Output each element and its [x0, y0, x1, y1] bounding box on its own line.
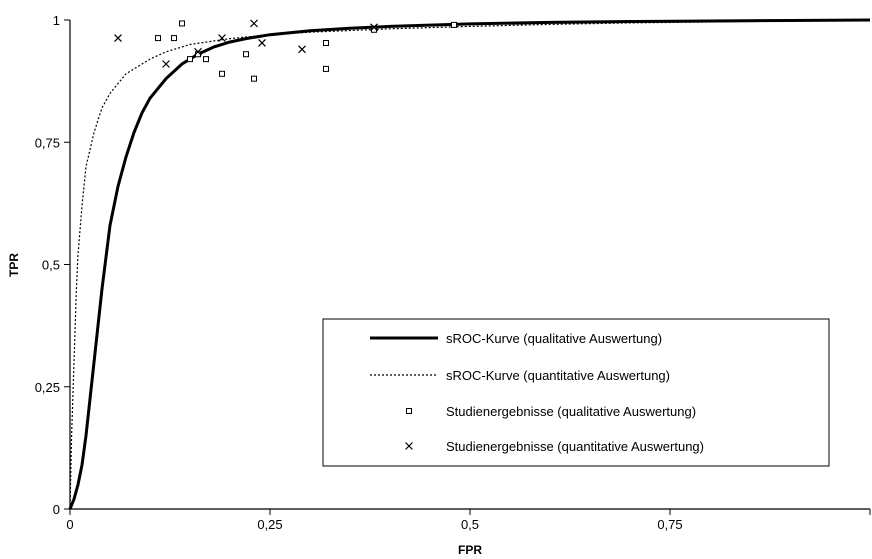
marker-stroke — [194, 47, 202, 56]
study-point-qualitative — [251, 75, 257, 82]
study-point-qualitative — [155, 35, 161, 42]
marker-stroke — [405, 442, 413, 450]
marker-stroke — [370, 23, 378, 32]
study-point-quantitative — [298, 45, 306, 54]
y-tick-label: 0 — [53, 502, 60, 517]
y-axis-title: TPR — [7, 253, 21, 277]
y-tick-label: 1 — [53, 13, 60, 28]
marker-stroke — [162, 60, 170, 68]
study-point-qualitative — [171, 35, 177, 42]
x-tick-label: 0,75 — [657, 517, 682, 532]
x-tick-label: 0,5 — [461, 517, 479, 532]
legend-label: sROC-Kurve (qualitative Auswertung) — [446, 331, 662, 346]
x-tick-label: 0,25 — [257, 517, 282, 532]
chart-legend: sROC-Kurve (qualitative Auswertung) sROC-… — [322, 318, 830, 467]
marker-stroke — [114, 34, 122, 43]
study-point-quantitative — [218, 34, 226, 43]
study-point-qualitative — [243, 51, 249, 58]
chart-ticks: 0 0,25 0,5 0,75 1 0 0,25 0,5 0,75 — [35, 13, 871, 532]
marker-stroke — [298, 45, 306, 54]
marker-stroke — [258, 39, 266, 47]
study-point-qualitative — [323, 39, 329, 46]
y-tick-label: 0,5 — [42, 258, 60, 273]
sroc-curve-quantitative — [69, 19, 871, 510]
marker-stroke — [250, 19, 258, 28]
legend-swatch — [406, 408, 412, 414]
y-tick-label: 0,75 — [35, 135, 60, 150]
x-axis-title: FPR — [458, 543, 482, 557]
study-point-quantitative — [258, 39, 266, 47]
study-point-qualitative — [323, 65, 329, 72]
study-point-quantitative — [194, 47, 202, 56]
study-point-quantitative — [114, 34, 122, 43]
legend-swatch — [405, 442, 413, 450]
study-point-qualitative — [203, 56, 209, 63]
sroc-curve-qualitative — [68, 18, 871, 510]
legend-label: Studienergebnisse (quantitative Auswertu… — [446, 439, 704, 454]
study-point-qualitative — [179, 20, 185, 27]
x-tick-label: 0 — [66, 517, 73, 532]
legend-label: sROC-Kurve (quantitative Auswertung) — [446, 368, 670, 383]
study-point-qualitative — [451, 21, 457, 28]
study-point-quantitative — [162, 60, 170, 68]
study-point-quantitative — [250, 19, 258, 28]
legend-box — [322, 318, 830, 467]
study-point-quantitative — [370, 23, 378, 32]
legend-label: Studienergebnisse (qualitative Auswertun… — [446, 404, 696, 419]
marker-stroke — [218, 34, 226, 43]
study-point-qualitative — [187, 56, 193, 63]
y-tick-label: 0,25 — [35, 380, 60, 395]
study-point-qualitative — [219, 70, 225, 77]
chart-series — [68, 18, 871, 510]
